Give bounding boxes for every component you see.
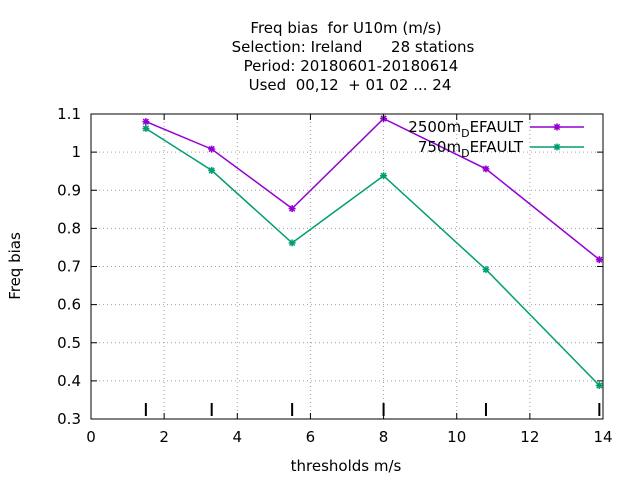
- title-line-1: Freq bias for U10m (m/s): [250, 19, 441, 37]
- series-1: [142, 115, 603, 264]
- y-tick-label: 1: [71, 143, 81, 161]
- marker-dot: [554, 124, 560, 130]
- data-point: [595, 381, 603, 389]
- data-point: [208, 145, 216, 153]
- data-point: [482, 266, 490, 274]
- y-tick-label: 0.9: [57, 181, 81, 199]
- legend-label: 750mDEFAULT: [418, 138, 524, 160]
- y-tick-label: 0.4: [57, 372, 81, 390]
- marker-dot: [289, 240, 295, 246]
- series-2: [142, 124, 603, 389]
- x-tick-label: 10: [447, 428, 466, 446]
- marker-dot: [483, 267, 489, 272]
- data-point: [288, 205, 296, 213]
- legend-label-tail: EFAULT: [470, 138, 524, 156]
- x-tick-label: 4: [233, 428, 243, 446]
- title-line-4: Used 00,12 + 01 02 ... 24: [249, 76, 452, 94]
- marker-dot: [289, 206, 295, 211]
- marker-dot: [597, 383, 602, 388]
- legend-entry: 2500mDEFAULT: [408, 118, 584, 140]
- series-line: [145, 127, 600, 386]
- data-point: [380, 172, 388, 180]
- marker-dot: [597, 257, 602, 262]
- y-axis-label: Freq bias: [6, 232, 24, 300]
- x-tick-label: 12: [520, 428, 539, 446]
- grid-lines: [91, 114, 603, 419]
- axis-ticks: 0 2 4 6 8 10 12 14 0.3 0.4 0.5 0.6 0.7 0.8 0.9 1 1.1: [57, 105, 612, 446]
- y-tick-label: 0.5: [57, 334, 81, 352]
- data-point: [208, 166, 216, 174]
- data-point: [142, 118, 150, 126]
- x-tick-label: 14: [593, 428, 612, 446]
- marker-dot: [381, 173, 386, 178]
- data-point: [553, 143, 561, 151]
- legend-label: 2500mDEFAULT: [408, 118, 524, 140]
- marker-dot: [483, 166, 489, 172]
- series-line: [145, 117, 600, 261]
- data-series: [142, 115, 603, 389]
- threshold-markers: [144, 403, 601, 416]
- marker-dot: [209, 146, 214, 152]
- data-point: [595, 256, 603, 264]
- x-tick-label: 8: [379, 428, 389, 446]
- title-line-2: Selection: Ireland 28 stations: [232, 38, 475, 56]
- y-tick-label: 1.1: [57, 105, 81, 123]
- legend-label-main: 750m: [418, 138, 461, 156]
- data-point: [482, 165, 490, 173]
- legend-label-sub: D: [461, 127, 469, 140]
- legend-entry: 750mDEFAULT: [418, 138, 584, 160]
- y-tick-label: 0.3: [57, 410, 81, 428]
- y-tick-label: 0.6: [57, 296, 81, 314]
- x-tick-label: 0: [86, 428, 96, 446]
- data-point: [288, 239, 296, 247]
- data-point: [553, 123, 561, 131]
- legend-label-main: 2500m: [408, 118, 461, 136]
- legend-label-sub: D: [461, 147, 469, 160]
- marker-dot: [554, 144, 560, 150]
- y-tick-label: 0.7: [57, 258, 81, 276]
- marker-dot: [143, 119, 149, 124]
- legend-label-tail: EFAULT: [470, 118, 524, 136]
- x-tick-label: 6: [306, 428, 316, 446]
- data-point: [142, 124, 150, 132]
- title-line-3: Period: 20180601-20180614: [244, 57, 459, 75]
- chart-title: Freq bias for U10m (m/s) Selection: Irel…: [232, 19, 475, 94]
- marker-dot: [143, 126, 149, 131]
- y-tick-label: 0.8: [57, 219, 81, 237]
- x-tick-label: 2: [159, 428, 169, 446]
- marker-dot: [209, 168, 214, 173]
- x-axis-label: thresholds m/s: [291, 457, 402, 475]
